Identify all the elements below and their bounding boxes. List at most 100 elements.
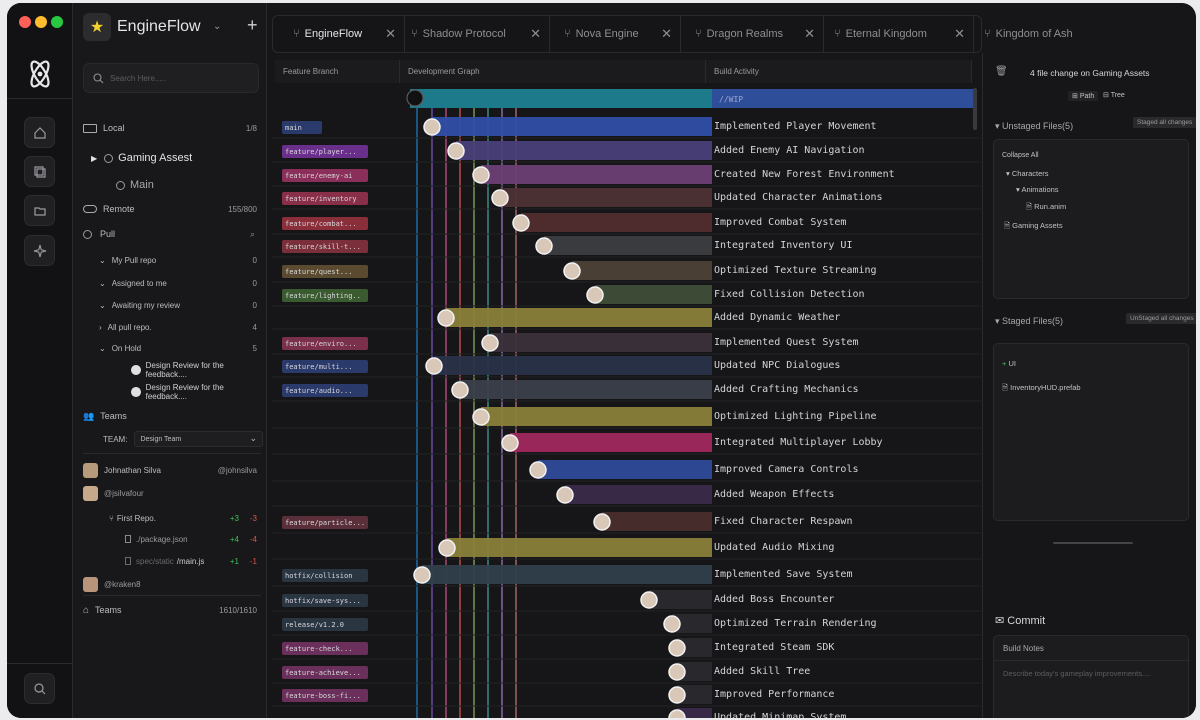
branch-pill[interactable]: release/v1.2.0 — [282, 618, 368, 631]
commit-message[interactable]: Updated NPC Dialogues — [714, 360, 841, 371]
branch-pill[interactable]: feature/enviro... — [282, 337, 368, 350]
close-icon[interactable]: ✕ — [385, 26, 396, 41]
commit-message[interactable]: Improved Combat System — [714, 217, 847, 228]
commit-message[interactable]: Implemented Player Movement — [714, 121, 877, 132]
commit-message[interactable]: Added Crafting Mechanics — [714, 384, 859, 395]
minimize-window-button[interactable] — [35, 16, 47, 28]
search-icon[interactable] — [24, 673, 55, 704]
sparkle-icon[interactable] — [24, 235, 55, 266]
unstage-all-button[interactable]: UnStaged all changes — [1126, 313, 1196, 324]
tree-folder[interactable]: ▾ Animations — [1016, 185, 1059, 194]
branch-pill[interactable]: main — [282, 121, 322, 134]
sidebar-item-pull[interactable]: Pull ⌕ — [83, 225, 263, 243]
staged-header[interactable]: ▾ Staged Files(5) — [995, 316, 1064, 326]
branch-pill[interactable]: feature-achieve... — [282, 666, 368, 679]
member-row[interactable]: Johnathan Silva @johnsilva — [83, 461, 263, 479]
tree-folder[interactable]: ▾ Characters — [1006, 169, 1049, 178]
teams-footer[interactable]: ⌂ Teams 1610/1610 — [83, 601, 263, 619]
commit-message[interactable]: Added Boss Encounter — [714, 594, 835, 605]
tab-dragon-realms[interactable]: ⑂ Dragon Realms ✕ — [681, 16, 824, 52]
pull-item[interactable]: › All pull repo. 4 — [83, 318, 263, 336]
branch-pill[interactable]: hotfix/collision — [282, 569, 368, 582]
branch-pill[interactable]: feature/audio... — [282, 384, 368, 397]
star-icon[interactable]: ★ — [83, 13, 111, 41]
repo-row[interactable]: ⑂ First Repo. +3 -3 — [83, 509, 263, 527]
close-icon[interactable]: ✕ — [661, 26, 672, 41]
tab-engineflow[interactable]: ⑂ EngineFlow ✕ — [273, 16, 405, 52]
tab-nova-engine[interactable]: ⑂ Nova Engine ✕ — [550, 16, 681, 52]
commit-message[interactable]: Integrated Steam SDK — [714, 642, 835, 653]
close-icon[interactable]: ✕ — [804, 26, 815, 41]
build-notes-box[interactable]: Build Notes Describe today's gameplay im… — [993, 635, 1190, 718]
maximize-window-button[interactable] — [51, 16, 63, 28]
commit-message[interactable]: Optimized Terrain Rendering — [714, 618, 877, 629]
collapse-all-button[interactable]: Collapse All — [1002, 152, 1039, 159]
commit-message[interactable]: Added Enemy AI Navigation — [714, 145, 865, 156]
pull-item[interactable]: ⌄ Assigned to me 0 — [83, 274, 263, 292]
team-select[interactable]: Design Team ⌄ — [134, 431, 263, 447]
tree-folder[interactable]: 🗎 Gaming Assets — [1004, 221, 1063, 230]
commit-message[interactable]: Fixed Character Respawn — [714, 516, 853, 527]
pull-item[interactable]: ⌄ My Pull repo 0 — [83, 251, 263, 269]
sidebar-item-local[interactable]: Local 1/8 — [83, 119, 263, 137]
folder-icon[interactable] — [24, 195, 55, 226]
commit-message[interactable]: Implemented Quest System — [714, 337, 859, 348]
pull-item[interactable]: ⌄ Awaiting my review 0 — [83, 296, 263, 314]
branch-pill[interactable]: feature-check... — [282, 642, 368, 655]
search-icon[interactable]: ⌕ — [249, 228, 255, 239]
build-notes-input[interactable]: Describe today's gameplay improvements..… — [1003, 669, 1151, 678]
tab-shadow-protocol[interactable]: ⑂ Shadow Protocol ✕ — [405, 16, 550, 52]
commit-message[interactable]: Created New Forest Environment — [714, 169, 895, 180]
sidebar-item-remote[interactable]: Remote 155/800 — [83, 200, 263, 218]
branch-pill[interactable]: feature/skill-t... — [282, 240, 368, 253]
tree-view-button[interactable]: ⊟ Tree — [1103, 92, 1125, 99]
search-input[interactable]: Search Here..... — [110, 74, 167, 83]
branch-pill[interactable]: feature/combat... — [282, 217, 368, 230]
commit-message[interactable]: Updated Audio Mixing — [714, 542, 835, 553]
sidebar-item-gaming-assest[interactable]: ▶ Gaming Assest — [83, 149, 263, 167]
tree-file[interactable]: 🗎 InventoryHUD.prefab — [1002, 383, 1081, 392]
branch-pill[interactable]: feature/quest... — [282, 265, 368, 278]
tab-eternal-kingdom[interactable]: ⑂ Eternal Kingdom ✕ — [824, 16, 974, 52]
close-window-button[interactable] — [19, 16, 31, 28]
tree-folder[interactable]: + UI — [1002, 359, 1016, 368]
branch-pill[interactable]: feature/inventory — [282, 192, 368, 205]
branch-pill[interactable]: feature/enemy-ai — [282, 169, 368, 182]
branch-pill[interactable]: hotfix/save-sys... — [282, 594, 368, 607]
commit-message[interactable]: Integrated Multiplayer Lobby — [714, 437, 883, 448]
branch-pill[interactable]: feature/particle... — [282, 516, 368, 529]
commit-message[interactable]: Improved Performance — [714, 689, 835, 700]
search-box[interactable]: Search Here..... — [83, 63, 259, 93]
commit-message[interactable]: Implemented Save System — [714, 569, 853, 580]
branch-pill[interactable]: feature/multi... — [282, 360, 368, 373]
branch-pill[interactable]: feature-boss-fi... — [282, 689, 368, 702]
tree-file[interactable]: 🗎 Run.anim — [1026, 202, 1067, 211]
add-repo-button[interactable]: + — [247, 15, 258, 35]
home-icon[interactable] — [24, 117, 55, 148]
close-icon[interactable]: ✕ — [530, 26, 541, 41]
pull-item[interactable]: ⌄ On Hold 5 — [83, 339, 263, 357]
branch-pill[interactable]: feature/lighting.. — [282, 289, 368, 302]
trash-icon[interactable]: 🗑 — [995, 66, 1008, 77]
path-view-button[interactable]: ⊞ Path — [1068, 91, 1099, 101]
branch-pill[interactable]: feature/player... — [282, 145, 368, 158]
commit-message[interactable]: Optimized Texture Streaming — [714, 265, 877, 276]
close-icon[interactable]: ✕ — [954, 26, 965, 41]
commit-message[interactable]: Updated Character Animations — [714, 192, 883, 203]
commit-message[interactable]: Optimized Lighting Pipeline — [714, 411, 877, 422]
unstaged-header[interactable]: ▾ Unstaged Files(5) — [995, 121, 1074, 131]
panel-resize-handle[interactable] — [1053, 542, 1133, 544]
member-row[interactable]: @jsilvafour — [83, 484, 263, 502]
commit-message[interactable]: Improved Camera Controls — [714, 464, 859, 475]
review-item[interactable]: Design Review for the feedback.... — [83, 361, 263, 379]
copy-icon[interactable] — [24, 156, 55, 187]
commit-message[interactable]: Fixed Collision Detection — [714, 289, 865, 300]
sidebar-item-teams[interactable]: 👥 Teams — [83, 407, 263, 425]
commit-message[interactable]: Integrated Inventory UI — [714, 240, 853, 251]
file-row[interactable]: spec/static /main.js +1 -1 — [83, 552, 263, 570]
file-row[interactable]: ./package.json +4 -4 — [83, 530, 263, 548]
review-item[interactable]: Design Review for the feedback.... — [83, 383, 263, 401]
commit-message[interactable]: Added Skill Tree — [714, 666, 811, 677]
commit-message[interactable]: Added Weapon Effects — [714, 489, 835, 500]
commit-message[interactable]: Added Dynamic Weather — [714, 312, 841, 323]
